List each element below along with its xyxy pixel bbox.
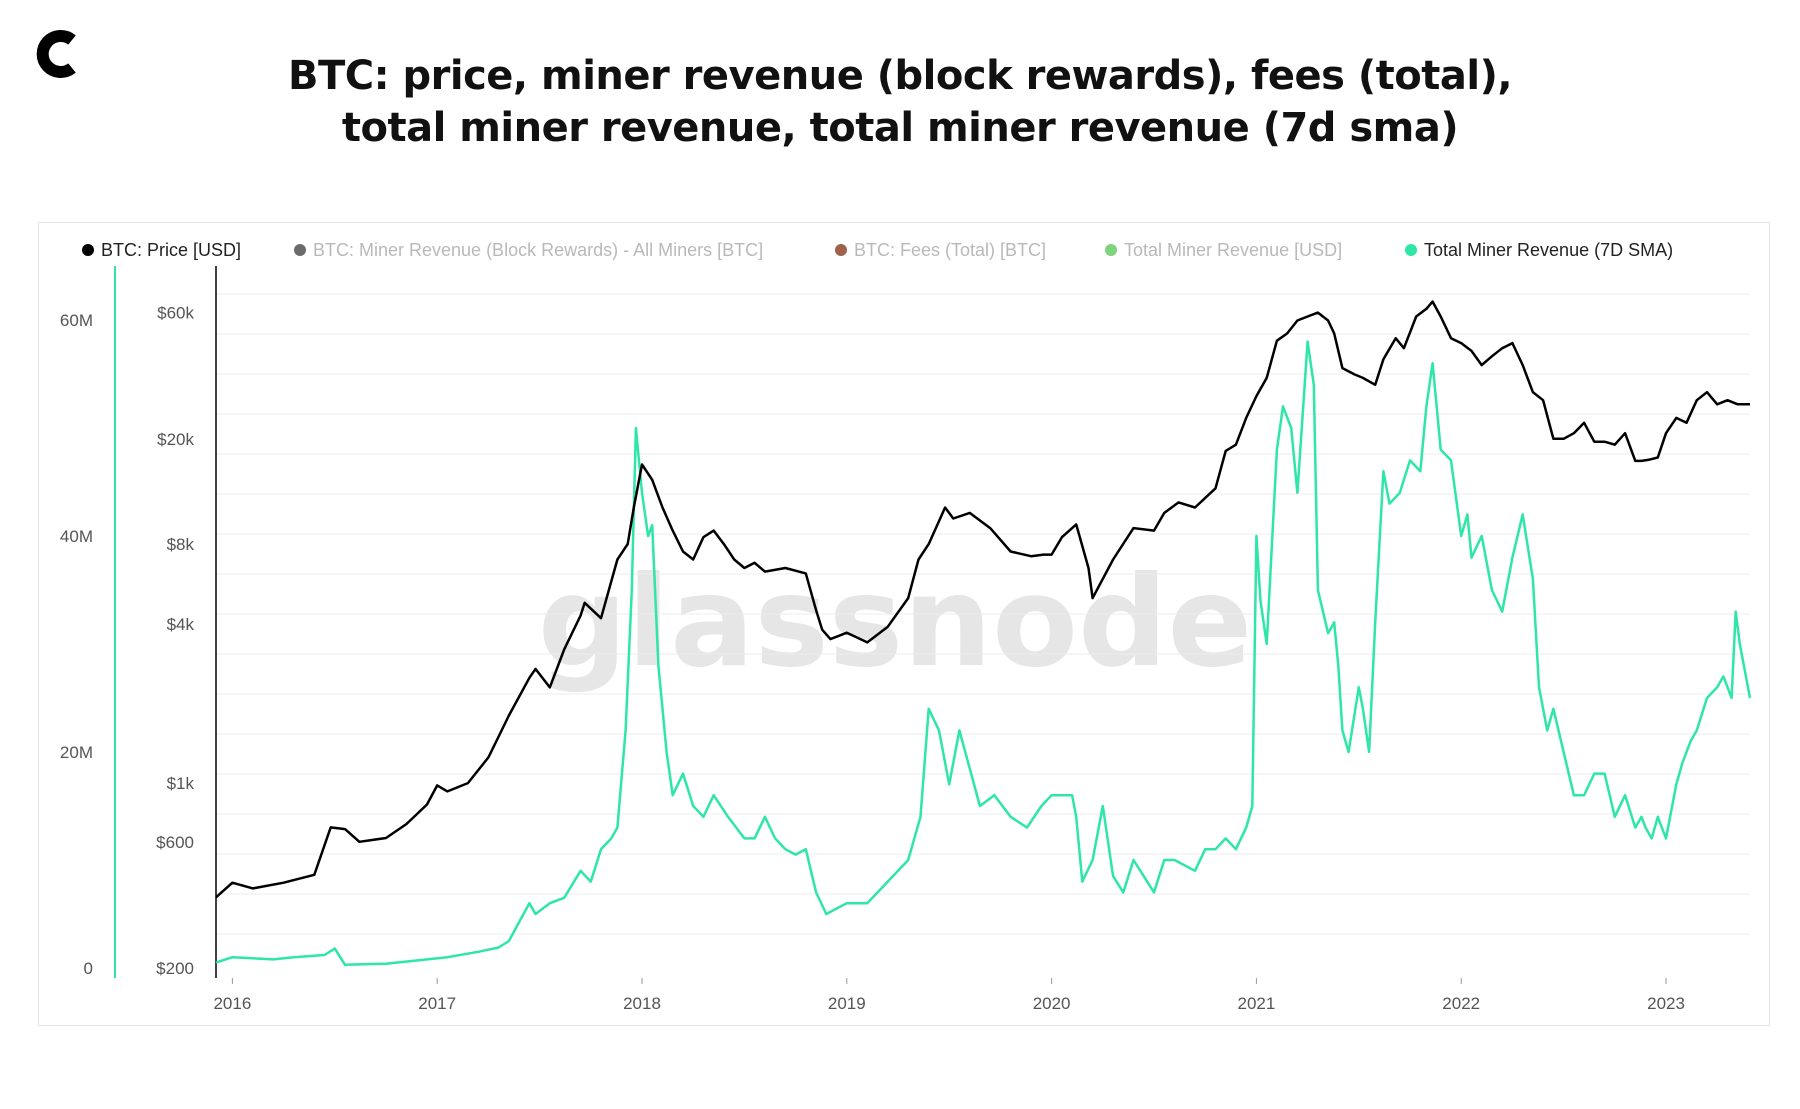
grid-lines: [216, 293, 1750, 935]
legend-swatch: [1105, 244, 1117, 256]
legend-label: BTC: Miner Revenue (Block Rewards) - All…: [313, 240, 763, 260]
x-axis-tick-label: 2021: [1238, 994, 1276, 1013]
x-axis-tick-label: 2020: [1033, 994, 1071, 1013]
chart-title-line-2: total miner revenue, total miner revenue…: [341, 105, 1459, 151]
left-axis-tick-label: 0: [84, 959, 93, 978]
right-axis-tick-label: $60k: [157, 304, 194, 323]
left-axis-tick-label: 60M: [60, 311, 93, 330]
legend: BTC: Price [USD] BTC: Miner Revenue (Bloc…: [82, 240, 1673, 260]
legend-item[interactable]: BTC: Fees (Total) [BTC]: [835, 240, 1046, 260]
x-axis-tick-label: 2018: [623, 994, 661, 1013]
right-axis-tick-label: $20k: [157, 430, 194, 449]
x-axis-tick-label: 2016: [213, 994, 251, 1013]
legend-label: BTC: Price [USD]: [101, 240, 241, 260]
x-axis-tick-label: 2017: [418, 994, 456, 1013]
legend-item[interactable]: BTC: Price [USD]: [82, 240, 241, 260]
right-axis-ticks: $200 $600 $1k $4k $8k $20k $60k: [156, 304, 194, 978]
legend-swatch: [835, 244, 847, 256]
cryptoslate-logo: [36, 30, 76, 78]
legend-label: BTC: Fees (Total) [BTC]: [854, 240, 1046, 260]
left-axis-tick-label: 40M: [60, 527, 93, 546]
right-axis-tick-label: $4k: [167, 615, 195, 634]
chart-title-line-1: BTC: price, miner revenue (block rewards…: [287, 53, 1513, 99]
x-axis-tick-label: 2019: [828, 994, 866, 1013]
right-axis-tick-label: $1k: [167, 774, 195, 793]
x-axis-ticks: 2016 2017 2018 2019 2020 2021 2022 2023: [213, 978, 1685, 1013]
left-axis-ticks: 0 20M 40M 60M: [60, 311, 93, 978]
legend-item[interactable]: BTC: Miner Revenue (Block Rewards) - All…: [294, 240, 763, 260]
chart-panel: [38, 222, 1770, 1026]
watermark: glassnode: [538, 550, 1253, 695]
legend-label: Total Miner Revenue [USD]: [1124, 240, 1342, 260]
legend-item[interactable]: Total Miner Revenue [USD]: [1105, 240, 1342, 260]
x-axis-tick-label: 2023: [1647, 994, 1685, 1013]
btc-price-line: [215, 300, 1750, 899]
legend-swatch: [82, 244, 94, 256]
legend-label: Total Miner Revenue (7D SMA): [1424, 240, 1673, 260]
right-axis-tick-label: $8k: [167, 535, 195, 554]
right-axis-tick-label: $200: [156, 959, 194, 978]
legend-swatch: [294, 244, 306, 256]
x-axis-tick-label: 2022: [1442, 994, 1480, 1013]
chart-title: BTC: price, miner revenue (block rewards…: [0, 50, 1800, 154]
right-axis-tick-label: $600: [156, 833, 194, 852]
left-axis-tick-label: 20M: [60, 743, 93, 762]
legend-swatch: [1405, 244, 1417, 256]
series-lines: [215, 300, 1752, 967]
legend-item[interactable]: Total Miner Revenue (7D SMA): [1405, 240, 1673, 260]
